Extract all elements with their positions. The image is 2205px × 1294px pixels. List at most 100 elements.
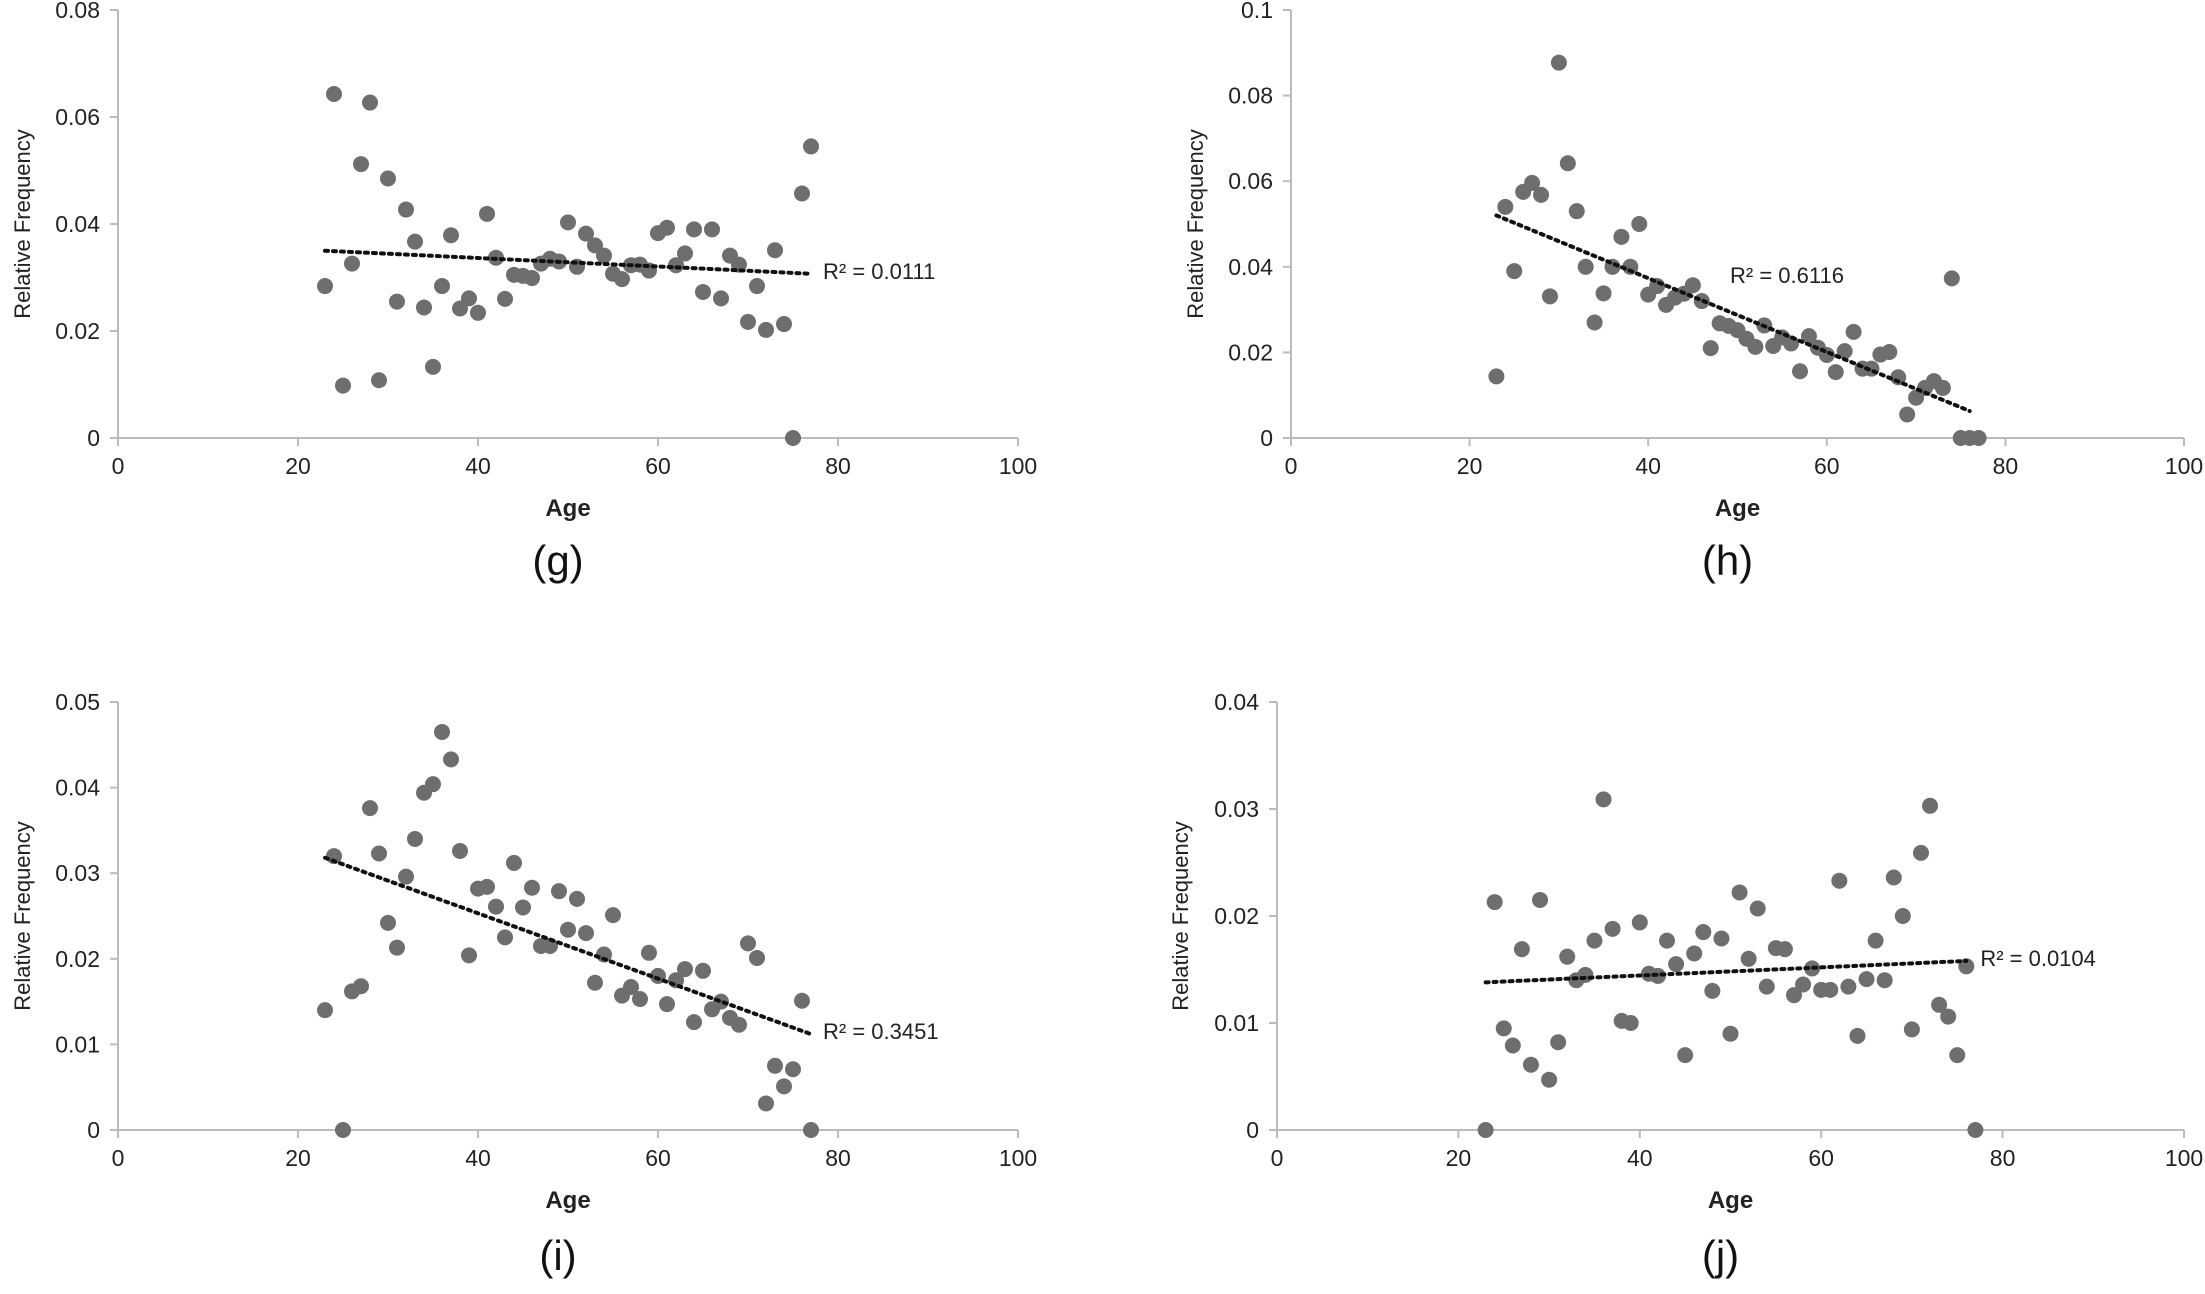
data-point xyxy=(560,214,576,231)
data-point xyxy=(362,94,378,111)
data-point xyxy=(380,170,396,187)
data-point xyxy=(785,1061,801,1078)
data-point xyxy=(497,929,513,946)
data-point xyxy=(1704,982,1721,999)
x-tick-label: 40 xyxy=(1627,1145,1653,1171)
data-point xyxy=(353,978,369,995)
x-tick-label: 60 xyxy=(645,453,671,479)
data-point xyxy=(623,979,639,996)
data-point xyxy=(1550,1034,1567,1051)
data-point xyxy=(1559,155,1576,172)
data-point xyxy=(1477,1122,1494,1138)
y-tick-label: 0.04 xyxy=(1214,689,1259,715)
data-point xyxy=(317,278,333,295)
data-point xyxy=(317,1002,333,1019)
data-point xyxy=(1513,941,1530,958)
data-point xyxy=(443,751,459,768)
y-axis-title: Relative Frequency xyxy=(10,821,35,1011)
data-point xyxy=(407,830,423,847)
data-point xyxy=(425,358,441,375)
data-point xyxy=(803,138,819,155)
y-tick-label: 0.03 xyxy=(1214,796,1259,822)
x-tick-label: 20 xyxy=(285,453,311,479)
data-point xyxy=(1559,948,1576,965)
x-tick-label: 80 xyxy=(1993,453,2019,479)
x-tick-label: 80 xyxy=(1990,1145,2016,1171)
data-point xyxy=(614,271,630,288)
data-point xyxy=(380,914,396,931)
data-point xyxy=(1577,966,1594,983)
data-point xyxy=(1595,791,1612,808)
data-point xyxy=(1885,869,1902,886)
data-point xyxy=(1970,430,1987,446)
data-point xyxy=(1758,978,1775,995)
data-point xyxy=(335,377,351,394)
data-point xyxy=(461,947,477,964)
y-tick-label: 0.1 xyxy=(1241,0,1273,23)
y-tick-label: 0.05 xyxy=(55,689,100,715)
x-tick-label: 100 xyxy=(2165,1145,2203,1171)
panel-caption: (g) xyxy=(532,537,583,584)
data-point xyxy=(434,278,450,295)
data-point xyxy=(767,1057,783,1074)
x-tick-label: 40 xyxy=(465,1145,491,1171)
x-tick-label: 20 xyxy=(1446,1145,1472,1171)
data-point xyxy=(1586,314,1603,331)
data-point xyxy=(1931,996,1948,1013)
data-point xyxy=(488,898,504,915)
data-point xyxy=(767,242,783,259)
r-squared-label: R² = 0.0111 xyxy=(823,259,935,284)
x-tick-label: 20 xyxy=(1457,453,1483,479)
data-point xyxy=(1504,1037,1521,1054)
data-point xyxy=(758,1095,774,1112)
data-point xyxy=(794,185,810,202)
data-point xyxy=(497,290,513,307)
data-point xyxy=(758,321,774,338)
data-point xyxy=(578,925,594,942)
x-tick-label: 40 xyxy=(465,453,491,479)
data-point xyxy=(776,316,792,333)
y-tick-label: 0.02 xyxy=(1214,903,1259,929)
chart-panel-1: 0 20 40 60 80 100 0 0.02 0.04 0.06 0.08 0.1 Age Relat… xyxy=(1183,0,2203,584)
y-axis-title: Relative Frequency xyxy=(1183,129,1208,319)
x-axis-title: Age xyxy=(545,495,590,522)
data-point xyxy=(560,921,576,938)
data-point xyxy=(587,974,603,991)
x-axis-title: Age xyxy=(1708,1187,1753,1214)
x-tick-label: 80 xyxy=(825,453,851,479)
data-point xyxy=(1631,914,1648,931)
y-axis-title: Relative Frequency xyxy=(10,129,35,319)
data-point xyxy=(425,776,441,793)
data-point xyxy=(470,304,486,321)
panel-caption: (j) xyxy=(1702,1232,1739,1279)
data-point xyxy=(1613,228,1630,245)
data-point xyxy=(1958,958,1975,975)
x-tick-label: 60 xyxy=(1814,453,1840,479)
data-point xyxy=(1876,972,1893,989)
data-point xyxy=(1967,1122,1984,1138)
data-point xyxy=(1577,258,1594,275)
data-point xyxy=(1686,945,1703,962)
data-point xyxy=(1840,978,1857,995)
data-point xyxy=(479,878,495,895)
data-point xyxy=(632,991,648,1008)
data-point xyxy=(1622,1015,1639,1031)
data-point xyxy=(398,868,414,885)
x-axis-title: Age xyxy=(545,1187,590,1214)
data-point xyxy=(1922,797,1939,814)
x-tick-label: 0 xyxy=(112,1145,125,1171)
data-point xyxy=(1497,198,1514,215)
data-point xyxy=(407,233,423,250)
panel-caption: (h) xyxy=(1702,537,1753,584)
data-point xyxy=(461,290,477,307)
y-tick-label: 0.01 xyxy=(1214,1010,1259,1036)
data-point xyxy=(335,1122,351,1138)
data-point xyxy=(551,883,567,900)
data-point xyxy=(1899,406,1916,423)
data-point xyxy=(506,854,522,871)
data-point xyxy=(1827,364,1844,381)
y-tick-label: 0.04 xyxy=(55,211,100,237)
data-point xyxy=(704,221,720,238)
